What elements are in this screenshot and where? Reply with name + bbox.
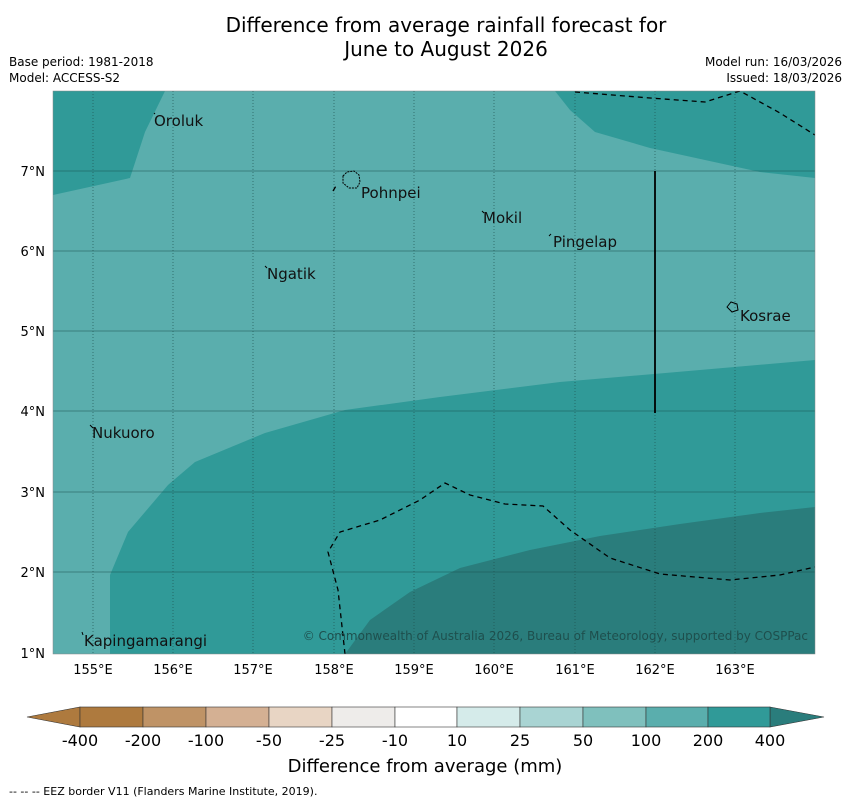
place-label: Ngatik — [267, 265, 316, 283]
lat-label: 4°N — [21, 405, 46, 420]
colorbar-label: 50 — [573, 731, 593, 750]
lon-label: 156°E — [153, 663, 193, 678]
lat-label: 7°N — [21, 165, 46, 180]
colorbar-label: 10 — [447, 731, 467, 750]
nukuoro-atoll — [89, 424, 94, 429]
contour-100-200-northeast — [555, 91, 815, 178]
lon-label: 158°E — [314, 663, 354, 678]
colorbar-swatch — [519, 706, 584, 728]
colorbar-swatch — [707, 706, 771, 728]
place-label: Pingelap — [553, 233, 617, 251]
colorbar-swatch — [331, 706, 396, 728]
place-labels: Oroluk Pohnpei Mokil Pingelap Ngatik Kos… — [84, 112, 791, 650]
colorbar-label: 200 — [693, 731, 724, 750]
colorbar-swatch — [456, 706, 521, 728]
contour-100-200-northwest — [53, 91, 165, 195]
colorbar-title: Difference from average (mm) — [288, 756, 563, 777]
lat-label: 5°N — [21, 325, 46, 340]
lon-label: 157°E — [233, 663, 273, 678]
lat-label: 2°N — [21, 566, 46, 581]
colorbar-swatch — [205, 706, 270, 728]
chart-title: Difference from average rainfall forecas… — [0, 13, 850, 61]
eez-border-fragment — [332, 185, 337, 192]
colorbar-label: -400 — [62, 731, 98, 750]
ngatik-atoll — [264, 265, 268, 269]
run-info: Model run: 16/03/2026 Issued: 18/03/2026 — [705, 54, 842, 86]
map-frame — [52, 90, 816, 655]
title-line-1: Difference from average rainfall forecas… — [225, 13, 667, 37]
lat-label: 3°N — [21, 486, 46, 501]
colorbar-high-arrow — [769, 706, 825, 728]
issued-date: Issued: 18/03/2026 — [726, 71, 842, 85]
model-name: Model: ACCESS-S2 — [9, 71, 121, 85]
place-label: Nukuoro — [92, 424, 155, 442]
colorbar-label: -10 — [382, 731, 408, 750]
model-run-date: Model run: 16/03/2026 — [704, 55, 842, 69]
oroluk-atoll — [153, 112, 156, 115]
eez-border-south — [327, 482, 815, 654]
colorbar-labels: -400 -200 -100 -50 -25 -10 10 25 50 100 … — [62, 731, 785, 750]
colorbar-swatch — [142, 706, 207, 728]
mokil-atoll — [481, 210, 485, 214]
colorbar-label: -50 — [256, 731, 282, 750]
colorbar-label: -100 — [188, 731, 224, 750]
kapingamarangi-atoll — [81, 631, 84, 636]
colorbar-swatch — [268, 706, 333, 728]
rainfall-contours — [53, 91, 815, 654]
eez-footnote: -- -- -- EEZ border V11 (Flanders Marine… — [9, 785, 318, 798]
colorbar-low-arrow — [26, 706, 81, 728]
place-label: Mokil — [483, 209, 522, 227]
pohnpei-island — [342, 170, 361, 189]
place-label: Oroluk — [154, 112, 203, 130]
colorbar-swatch — [394, 706, 458, 728]
lon-label: 159°E — [394, 663, 434, 678]
latitude-ticks: 7°N 6°N 5°N 4°N 3°N 2°N 1°N — [21, 165, 46, 662]
kosrae-island — [726, 301, 739, 313]
eez-border-north — [574, 91, 815, 136]
lat-label: 1°N — [21, 647, 46, 662]
place-label: Pohnpei — [361, 184, 421, 202]
colorbar-label: 25 — [510, 731, 530, 750]
pingelap-atoll — [548, 233, 552, 237]
colorbar-label: -200 — [125, 731, 161, 750]
place-label: Kapingamarangi — [84, 632, 207, 650]
lon-label: 160°E — [474, 663, 514, 678]
colorbar-label: -25 — [319, 731, 345, 750]
colorbar-swatch — [79, 706, 144, 728]
model-info: Base period: 1981-2018 Model: ACCESS-S2 — [9, 54, 154, 86]
lon-label: 155°E — [73, 663, 113, 678]
eez-borders — [327, 91, 815, 654]
islands — [81, 112, 739, 636]
contour-200-400-south — [345, 507, 815, 654]
colorbar-label: 100 — [631, 731, 662, 750]
colorbar-swatch — [645, 706, 709, 728]
longitude-ticks: 155°E 156°E 157°E 158°E 159°E 160°E 161°… — [73, 663, 755, 678]
base-period: Base period: 1981-2018 — [9, 55, 154, 69]
lon-label: 163°E — [715, 663, 755, 678]
lat-label: 6°N — [21, 245, 46, 260]
title-line-2: June to August 2026 — [344, 37, 548, 61]
colorbar-swatch — [582, 706, 647, 728]
lon-label: 161°E — [555, 663, 595, 678]
lon-label: 162°E — [635, 663, 675, 678]
place-label: Kosrae — [740, 307, 791, 325]
colorbar-label: 400 — [755, 731, 786, 750]
copyright-notice: © Commonwealth of Australia 2026, Bureau… — [303, 629, 808, 643]
latitude-lines — [53, 170, 815, 573]
colorbar — [26, 706, 825, 728]
